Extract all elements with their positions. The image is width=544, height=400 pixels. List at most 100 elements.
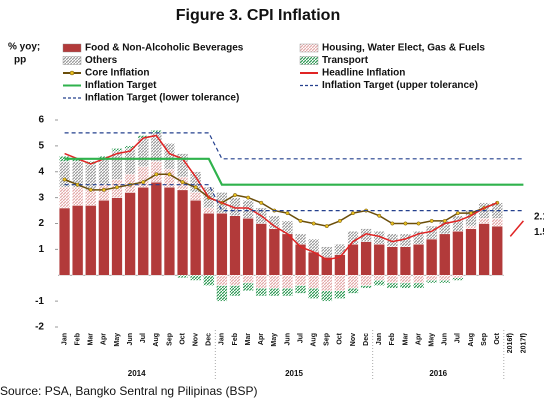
x-tick-label: May — [114, 333, 121, 347]
line-marker — [298, 218, 303, 223]
bar-segment — [426, 238, 438, 276]
legend-swatch — [299, 43, 319, 53]
bar-segment — [334, 275, 346, 291]
bar-segment — [85, 205, 97, 276]
x-tick-label: Jul — [297, 333, 304, 343]
x-tick-label: Apr — [258, 333, 265, 345]
line-marker — [429, 218, 434, 223]
bar-segment — [281, 287, 294, 297]
bar-segment — [242, 275, 254, 284]
x-tick-label: Oct — [179, 332, 186, 344]
x-tick-label: Jul — [140, 333, 147, 343]
x-tick-label: 2016f) — [507, 333, 514, 353]
bar-segment — [386, 282, 398, 289]
x-tick-label: Apr — [415, 333, 422, 345]
bar-segment — [399, 246, 412, 276]
x-tick-label: Jul — [455, 333, 462, 343]
bar-segment — [439, 233, 451, 276]
y-tick-label: 3 — [38, 192, 44, 203]
bar-segment — [412, 231, 425, 245]
x-tick-label: Dec — [206, 333, 213, 346]
bar-segment — [281, 275, 294, 289]
chart-title: Figure 3. CPI Inflation — [176, 7, 340, 24]
bar-segment — [190, 192, 202, 201]
y-tick-label: 5 — [38, 141, 44, 152]
bar-segment — [360, 285, 372, 289]
source-note: Source: PSA, Bangko Sentral ng Pilipinas… — [0, 384, 257, 398]
bar-segment — [426, 275, 438, 281]
legend-label: Core Inflation — [85, 68, 149, 79]
bar-segment — [439, 280, 451, 284]
bar-segment — [308, 287, 320, 299]
bar-segment — [347, 243, 359, 276]
x-tick-label: Feb — [75, 333, 82, 345]
x-tick-label: Aug — [468, 333, 475, 347]
x-tick-label: Oct — [494, 332, 501, 344]
bar-segment — [452, 231, 464, 276]
x-tick-label: Nov — [350, 333, 357, 346]
line-series — [509, 220, 524, 237]
line-marker — [285, 211, 290, 216]
bar-segment — [124, 192, 136, 276]
y-axis-label: pp — [14, 55, 26, 66]
bar-segment — [190, 275, 202, 281]
bar-segment — [452, 275, 464, 279]
bar-segment — [58, 207, 71, 276]
line-marker — [455, 211, 460, 216]
line-marker — [141, 180, 146, 185]
bar-segment — [360, 275, 372, 286]
bar-segment — [321, 290, 333, 302]
bar-segment — [281, 233, 294, 276]
legend-label: Inflation Target (lower tolerance) — [85, 93, 239, 104]
bar-segment — [294, 285, 307, 294]
data-label: 2.1 — [534, 212, 544, 223]
bar-segment — [58, 161, 71, 188]
bar-segment — [465, 228, 477, 276]
legend-label: Housing, Water Elect, Gas & Fuels — [322, 43, 485, 54]
y-tick-label: 4 — [38, 166, 44, 177]
bar-segment — [176, 189, 189, 276]
bar-segment — [373, 275, 385, 281]
bar-segment — [190, 171, 202, 193]
line-marker — [351, 211, 355, 216]
legend-label: Inflation Target — [85, 80, 157, 91]
x-tick-label: Jun — [284, 333, 291, 345]
x-tick-label: Jun — [442, 333, 449, 345]
line-series — [64, 134, 498, 261]
x-tick-label: Nov — [193, 333, 200, 346]
line-marker — [88, 187, 93, 192]
x-tick-label: Apr — [101, 333, 108, 345]
bar-segment — [242, 200, 254, 219]
line-marker — [101, 187, 106, 192]
x-tick-label: Sep — [324, 333, 331, 346]
bar-segment — [98, 200, 110, 276]
y-axis-label: % yoy; — [8, 42, 40, 53]
bar-segment — [163, 187, 176, 276]
line-marker — [233, 193, 237, 197]
line-marker — [167, 172, 172, 177]
x-tick-label: Sep — [166, 333, 173, 346]
bar-segment — [452, 277, 464, 281]
legend-label: Others — [85, 55, 118, 66]
bar-segment — [426, 280, 438, 284]
legend-swatch — [69, 70, 75, 76]
bar-segment — [255, 223, 267, 276]
bar-segment — [321, 246, 333, 258]
line-series — [64, 132, 524, 160]
bar-segment — [412, 275, 425, 284]
x-tick-label: Mar — [245, 333, 252, 346]
bar-segment — [294, 275, 307, 286]
bar-segment — [242, 218, 254, 276]
bar-segment — [190, 200, 202, 276]
bar-segment — [111, 148, 123, 152]
legend-label: Transport — [322, 55, 369, 66]
legend-label: Food & Non-Alcoholic Beverages — [85, 43, 244, 54]
bar-segment — [308, 275, 320, 289]
line-marker — [311, 221, 316, 226]
bar-segment — [216, 212, 228, 276]
bar-segment — [373, 280, 385, 286]
bar-segment — [412, 243, 425, 276]
x-tick-label: Jan — [61, 333, 68, 345]
bar-segment — [373, 243, 385, 276]
